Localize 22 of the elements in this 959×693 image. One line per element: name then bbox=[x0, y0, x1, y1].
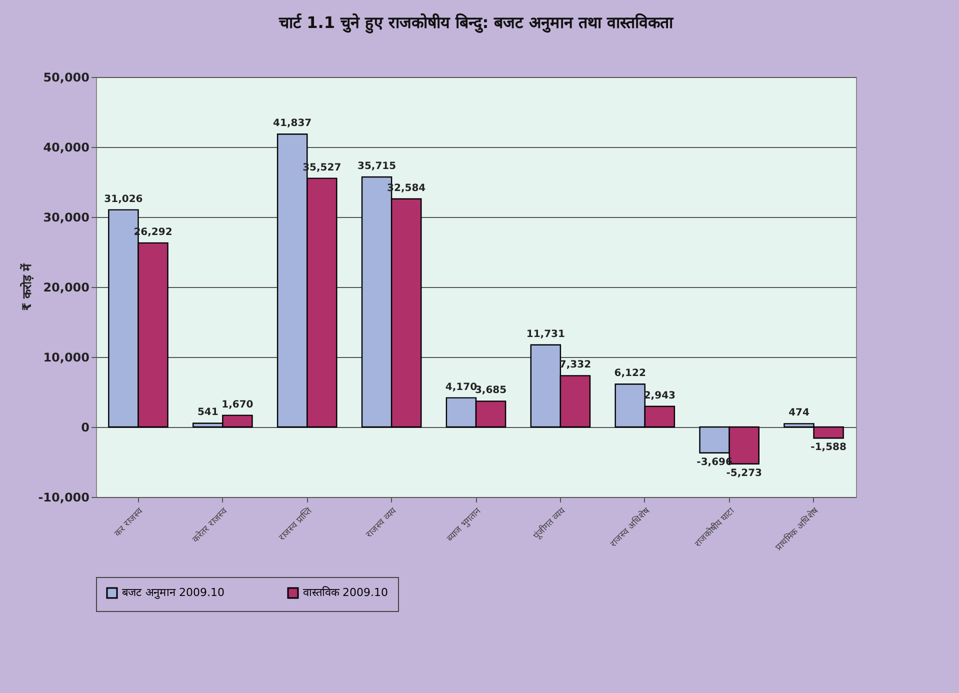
legend-label: वास्तविक 2009.10 bbox=[303, 586, 388, 599]
y-tick-label: -10,000 bbox=[38, 490, 90, 504]
data-label: 41,837 bbox=[273, 118, 312, 130]
data-label: -3,696 bbox=[696, 456, 732, 468]
y-tick-label: 30,000 bbox=[43, 210, 90, 224]
data-label: 541 bbox=[197, 407, 218, 418]
data-label: 6,122 bbox=[614, 368, 646, 380]
data-label: 1,670 bbox=[222, 399, 254, 410]
chart-title: चार्ट 1.1 चुने हुए राजकोषीय बिन्दु: बजट अनुमान तथा वास्तविकता bbox=[278, 13, 674, 34]
y-tick-label: 40,000 bbox=[43, 140, 90, 154]
y-tick-label: 0 bbox=[81, 420, 90, 434]
data-label: 35,715 bbox=[357, 160, 396, 172]
y-tick-label: 20,000 bbox=[43, 280, 90, 294]
data-label: -1,588 bbox=[810, 442, 846, 454]
data-label: 31,026 bbox=[104, 194, 143, 205]
y-axis-title: ₹ करोड़ में bbox=[20, 263, 34, 311]
y-tick-label: 10,000 bbox=[43, 350, 90, 364]
legend-label: बजट अनुमान 2009.10 bbox=[122, 586, 224, 599]
data-label: 474 bbox=[788, 408, 810, 419]
data-label: 11,731 bbox=[526, 328, 565, 340]
y-tick-label: 50,000 bbox=[43, 70, 90, 84]
data-label: -5,273 bbox=[726, 468, 762, 479]
